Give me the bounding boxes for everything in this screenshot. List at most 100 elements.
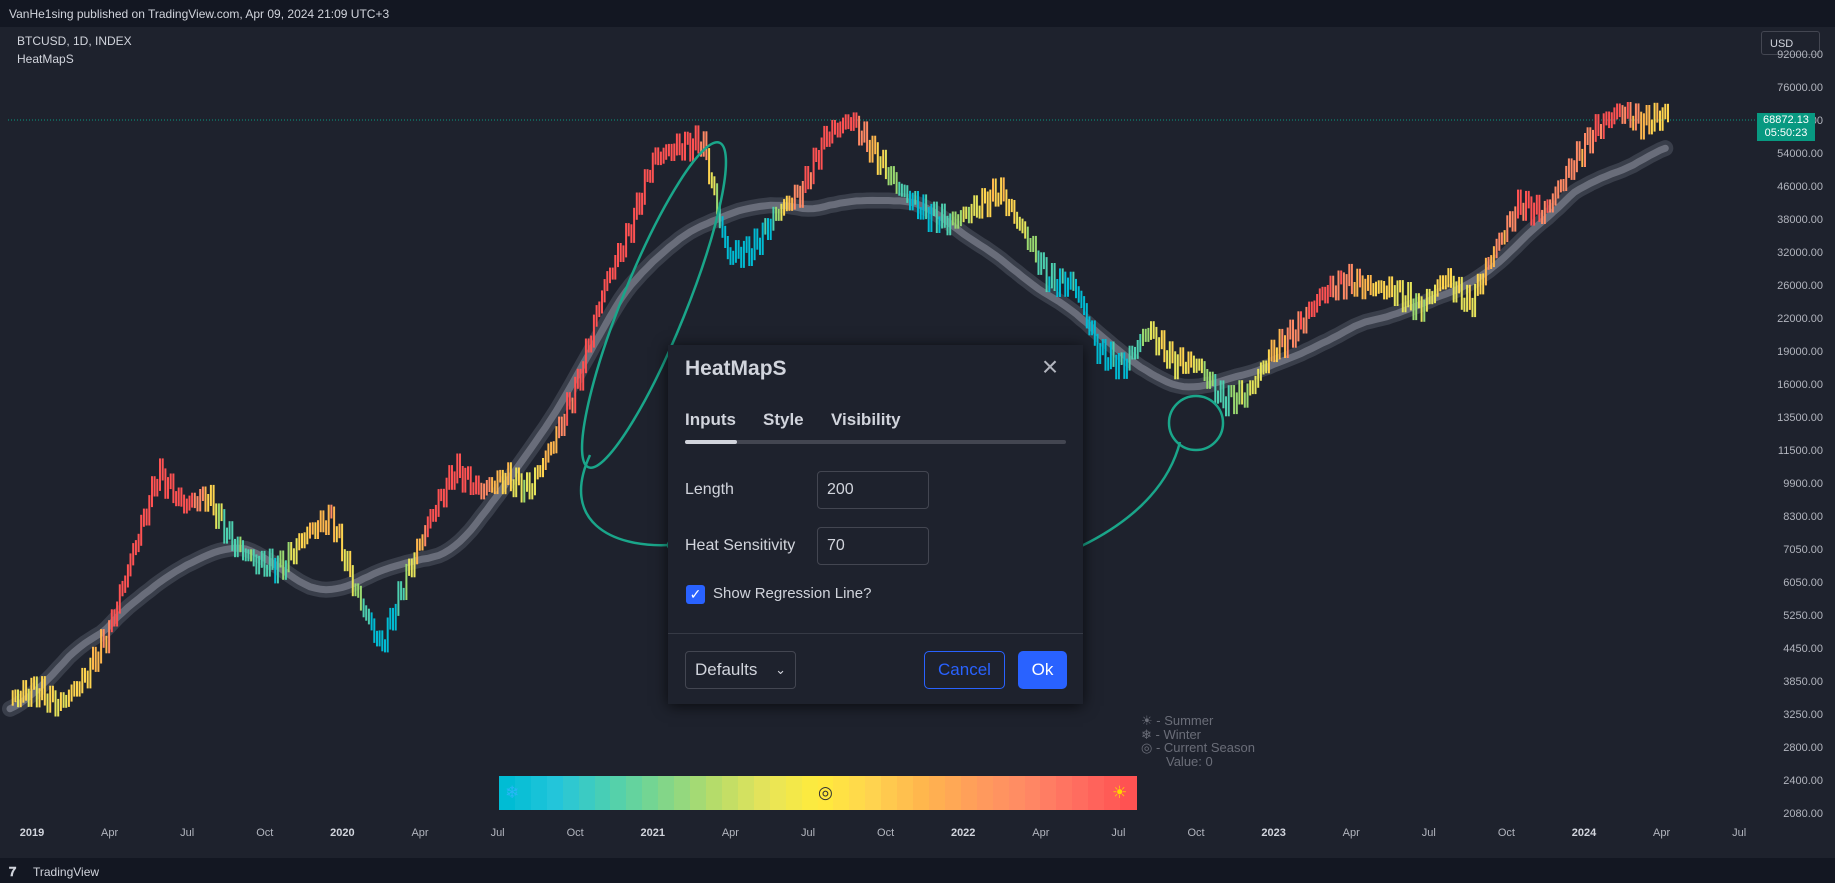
price-tick: 11500.00 <box>1777 445 1823 457</box>
heat-scale-cell <box>499 776 516 810</box>
publish-text: VanHe1sing published on TradingView.com,… <box>9 7 390 21</box>
legend-value: Value: 0 <box>1166 753 1213 769</box>
tab-track <box>685 440 1066 444</box>
time-tick: 2020 <box>330 827 355 839</box>
heat-scale-cell <box>865 776 882 810</box>
sun-icon: ☀ <box>1112 783 1128 802</box>
heat-scale-cell <box>546 776 564 810</box>
heat-scale-cell <box>594 776 612 810</box>
heat-scale-cell <box>530 776 548 810</box>
time-tick: 2021 <box>640 827 666 839</box>
heat-sensitivity-input[interactable]: 70 <box>817 527 929 565</box>
heat-scale-cell <box>642 776 659 810</box>
current-price: 68872.13 <box>1763 114 1809 126</box>
heat-scale-cell <box>897 776 914 810</box>
symbol-label: BTCUSD, 1D, INDEX <box>17 34 132 48</box>
annotation-ellipse-rally <box>580 141 728 469</box>
time-tick: Apr <box>411 827 429 839</box>
publish-bar: VanHe1sing published on TradingView.com,… <box>0 0 1835 27</box>
time-tick: Jul <box>490 827 505 839</box>
price-tick: 7050.00 <box>1783 544 1823 556</box>
close-icon[interactable]: × <box>1041 351 1059 382</box>
length-input[interactable]: 200 <box>817 471 929 509</box>
time-tick: Apr <box>101 827 119 839</box>
price-tick: 3850.00 <box>1783 676 1823 688</box>
ok-button[interactable]: Ok <box>1018 651 1067 689</box>
price-tick: 8300.00 <box>1783 511 1823 523</box>
heat-candles <box>11 102 1669 717</box>
time-tick: Apr <box>1032 827 1050 839</box>
heat-scale-cell <box>1088 776 1105 810</box>
heat-scale-cell <box>1008 776 1026 810</box>
price-tick: 2400.00 <box>1783 775 1823 787</box>
time-tick: 2019 <box>19 827 45 839</box>
heat-scale-cell <box>913 776 930 810</box>
heat-scale-cell <box>1104 776 1121 810</box>
price-tick: 54000.00 <box>1777 148 1823 160</box>
heat-scale-cell <box>690 776 707 810</box>
regression-checkbox[interactable]: ✓ <box>686 585 705 604</box>
heat-scale-cell <box>881 776 898 810</box>
price-tick: 9900.00 <box>1783 478 1823 490</box>
heat-scale-cell <box>1040 776 1057 810</box>
time-tick: Oct <box>1497 827 1515 839</box>
legend-summer: ☀ - Summer <box>1141 713 1214 728</box>
tradingview-brand[interactable]: TradingView <box>33 865 100 879</box>
price-axis[interactable] <box>1760 27 1835 842</box>
heat-scale-bar <box>499 776 1137 810</box>
heat-scale-cell <box>785 776 803 810</box>
annotation-connector-1 <box>579 454 671 547</box>
defaults-label: Defaults <box>695 660 758 679</box>
annotation-ellipse-bottom <box>1167 394 1225 452</box>
heat-scale-cell <box>626 776 643 810</box>
tab-style[interactable]: Style <box>763 410 804 429</box>
heat-scale-cell <box>706 776 723 810</box>
dialog-title: HeatMapS <box>685 357 787 380</box>
heat-scale-cell <box>817 776 835 810</box>
legend-winter: ❄ - Winter <box>1141 726 1202 742</box>
heat-scale-cell <box>1072 776 1089 810</box>
heat-scale-cell <box>562 776 580 810</box>
cancel-button[interactable]: Cancel <box>924 651 1005 689</box>
price-tick: 6050.00 <box>1783 577 1823 589</box>
tab-inputs[interactable]: Inputs <box>685 410 736 429</box>
indicator-label[interactable]: HeatMapS <box>17 52 74 66</box>
price-tick: 26000.00 <box>1777 280 1823 292</box>
price-tick: 16000.00 <box>1777 379 1823 391</box>
time-tick: 2024 <box>1571 827 1597 839</box>
price-tick: 46000.00 <box>1777 181 1823 193</box>
length-label: Length <box>685 481 734 498</box>
price-tick: 32000.00 <box>1777 247 1823 259</box>
time-tick: Oct <box>566 827 584 839</box>
heat-scale-cell <box>610 776 627 810</box>
defaults-dropdown[interactable]: Defaults ⌄ <box>685 651 796 689</box>
price-tick: 3250.00 <box>1783 709 1823 721</box>
regression-label[interactable]: Show Regression Line? <box>713 585 872 602</box>
price-tick: 92000.00 <box>1777 49 1823 61</box>
time-tick: Jul <box>1732 827 1747 839</box>
heat-scale-cell <box>849 776 866 810</box>
heat-scale-cell <box>976 776 994 810</box>
price-tick: 22000.00 <box>1777 313 1823 325</box>
currency-button[interactable]: USD <box>1761 31 1820 55</box>
price-tick: 4450.00 <box>1783 643 1823 655</box>
heat-scale-cell <box>753 776 771 810</box>
heat-scale-cell <box>737 776 755 810</box>
price-tick: 38000.00 <box>1777 214 1823 226</box>
heat-scale-cell <box>928 776 946 810</box>
tradingview-logo-icon[interactable]: 𝟕 <box>9 864 17 879</box>
heat-scale-cell <box>801 776 819 810</box>
heat-scale-cell <box>674 776 691 810</box>
heat-scale-cell <box>944 776 962 810</box>
heat-sensitivity-label: Heat Sensitivity <box>685 537 796 554</box>
heat-scale-cell <box>960 776 978 810</box>
time-tick: 2022 <box>950 827 976 839</box>
tab-active-indicator <box>685 440 737 444</box>
time-tick: Apr <box>1653 827 1671 839</box>
tab-visibility[interactable]: Visibility <box>831 410 901 429</box>
time-tick: Oct <box>1187 827 1205 839</box>
price-tick: 76000.00 <box>1777 82 1823 94</box>
time-tick: Jul <box>1421 827 1436 839</box>
current-price-badge: 68872.13 05:50:23 <box>1757 113 1815 141</box>
